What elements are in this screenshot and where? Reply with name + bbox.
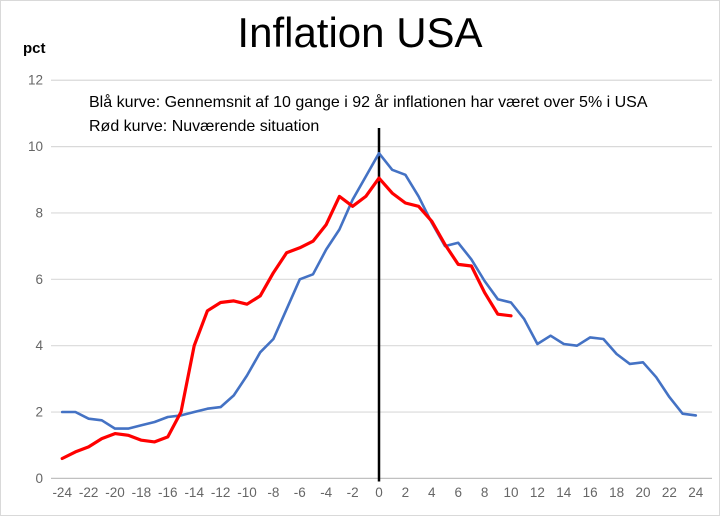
y-tick-label: 12 (28, 73, 43, 88)
y-tick-label: 2 (35, 405, 43, 420)
y-tick-label: 4 (35, 338, 43, 353)
x-tick-label: -16 (158, 485, 178, 500)
x-tick-label: 8 (481, 485, 489, 500)
x-tick-label: -18 (132, 485, 152, 500)
blue-series-line (60, 151, 698, 430)
x-tick-label: 14 (556, 485, 572, 500)
x-tick-label: 2 (402, 485, 410, 500)
x-tick-label: 18 (609, 485, 624, 500)
y-tick-label: 10 (28, 139, 43, 154)
x-tick-label: -2 (347, 485, 359, 500)
x-tick-label: 10 (503, 485, 518, 500)
x-tick-label: -6 (294, 485, 306, 500)
y-tick-label: 8 (35, 205, 43, 220)
x-tick-label: -10 (237, 485, 257, 500)
x-tick-label: 0 (375, 485, 383, 500)
legend-annotation-blue: Blå kurve: Gennemsnit af 10 gange i 92 å… (89, 94, 648, 111)
x-tick-label: 4 (428, 485, 436, 500)
x-tick-label: 16 (583, 485, 598, 500)
x-tick-label: -4 (320, 485, 332, 500)
x-tick-label: 6 (454, 485, 462, 500)
legend-annotation-red: Rød kurve: Nuværende situation (89, 118, 320, 135)
x-tick-label: -14 (184, 485, 204, 500)
chart-title: Inflation USA (237, 9, 483, 56)
x-tick-label: -8 (267, 485, 279, 500)
y-axis-unit-label: pct (23, 40, 46, 57)
x-tick-label: 22 (662, 485, 677, 500)
x-tick-label: 24 (688, 485, 704, 500)
x-tick-label: -20 (105, 485, 125, 500)
x-tick-label: -24 (52, 485, 72, 500)
x-tick-label: 12 (530, 485, 545, 500)
x-tick-label: 20 (635, 485, 650, 500)
x-tick-label: -22 (79, 485, 99, 500)
y-tick-label: 0 (35, 471, 43, 486)
red-series-line (60, 176, 513, 461)
x-tick-label: -12 (211, 485, 231, 500)
y-tick-label: 6 (35, 272, 43, 287)
